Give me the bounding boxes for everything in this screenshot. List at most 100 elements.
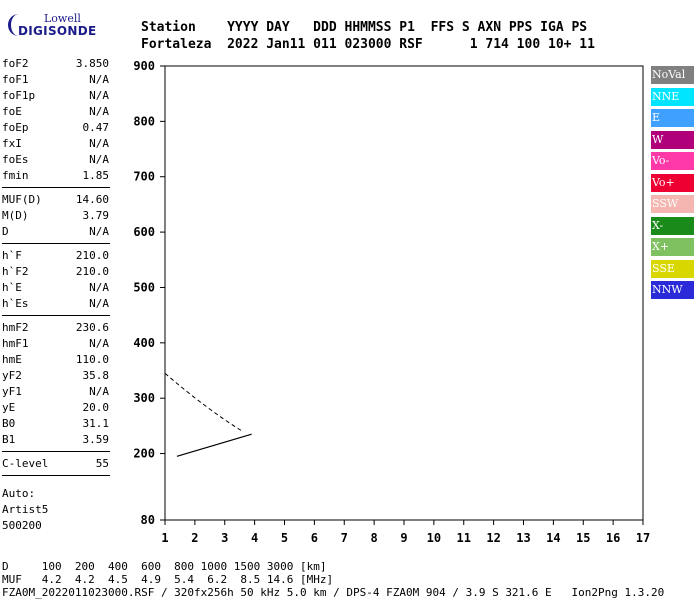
param-separator [2,243,110,244]
param-label: hmF1 [2,337,29,350]
legend-item: SSE [651,259,694,278]
autoscaling-note: 500200 [2,519,42,532]
param-row: hmF2 230.6 [2,320,109,336]
param-label: yE [2,401,16,414]
x-tick-label: 12 [486,531,500,545]
param-label: yF2 [2,369,22,382]
param-row: C-level 55 [2,456,109,472]
y-tick-label: 700 [133,170,155,184]
x-tick-label: 2 [191,531,198,545]
y-tick-label: 300 [133,391,155,405]
param-value: 110.0 [75,353,109,366]
x-tick-label: 3 [221,531,228,545]
param-label: fxI [2,137,22,150]
param-value: 230.6 [75,321,109,334]
param-row: B1 3.59 [2,432,109,448]
virtual-height-trace [176,433,252,457]
param-row: foE N/A [2,104,109,120]
y-tick-label: 800 [133,114,155,128]
param-value: N/A [89,281,109,294]
param-value: 0.47 [82,121,110,134]
param-value: 31.1 [82,417,110,430]
param-row: MUF(D) 14.60 [2,192,109,208]
legend-item: Vo- [651,152,694,170]
x-tick-label: 7 [341,531,348,545]
x-tick-label: 1 [161,531,168,545]
legend-item: NNE [651,87,694,106]
param-row: foEp 0.47 [2,120,109,136]
param-label: foF1p [2,89,36,102]
param-value: N/A [89,105,109,118]
param-row: yF1 N/A [2,384,109,400]
plot-frame [164,65,644,521]
autoscaling-note: Artist5 [2,503,49,516]
param-value: 1.85 [82,169,110,182]
param-row: h`E N/A [2,280,109,296]
param-label: h`F2 [2,265,29,278]
param-label: fmin [2,169,29,182]
param-row: h`Es N/A [2,296,109,312]
param-row: h`F 210.0 [2,248,109,264]
param-row: yE 20.0 [2,400,109,416]
x-tick-label: 13 [516,531,530,545]
param-row: B0 31.1 [2,416,109,432]
param-row: foF1 N/A [2,72,109,88]
param-value: N/A [89,337,109,350]
footer-file-line: FZA0M_2022011023000.RSF / 320fx256h 50 k… [2,586,665,599]
profile-trace-dashed [164,372,243,432]
autoscaling-note: Auto: [2,487,36,500]
param-value: 55 [95,457,109,470]
param-value: N/A [89,153,109,166]
param-separator [2,315,110,316]
legend-item: Vo+ [651,173,694,192]
header-line-1: Station YYYY DAY DDD HHMMSS P1 FFS S AXN… [141,20,588,35]
legend-item: NoVal [651,66,694,84]
legend-item: X- [651,216,694,235]
param-label: h`E [2,281,22,294]
param-label: B0 [2,417,16,430]
param-label: foEs [2,153,29,166]
param-row: foF2 3.850 [2,56,109,72]
y-tick-label: 80 [141,513,155,527]
ionogram-chart: 1 2 3 4 5 6 7 8 9 10 11 12 13 14 15 16 17802003004005006… [133,59,650,545]
param-value: 3.850 [75,57,109,70]
param-value: N/A [89,89,109,102]
y-tick-label: 400 [133,336,155,350]
param-label: MUF(D) [2,193,42,206]
param-value: N/A [89,73,109,86]
param-separator [2,475,110,476]
x-tick-label: 8 [371,531,378,545]
param-value: 3.59 [82,433,110,446]
param-label: hmE [2,353,22,366]
param-row: foF1p N/A [2,88,109,104]
param-row: fmin 1.85 [2,168,109,184]
x-tick-label: 15 [576,531,590,545]
param-label: h`Es [2,297,29,310]
param-row: h`F2 210.0 [2,264,109,280]
param-row: D N/A [2,224,109,240]
x-tick-label: 9 [400,531,407,545]
legend-item: SSW [651,195,694,213]
param-label: foF1 [2,73,29,86]
footer-distance-line: D 100 200 400 600 800 1000 1500 3000 [km… [2,560,327,573]
param-row: foEs N/A [2,152,109,168]
param-value: N/A [89,385,109,398]
param-label: C-level [2,457,49,470]
logo-text-bottom: DIGISONDE [18,24,97,38]
param-row: fxI N/A [2,136,109,152]
lowell-digisonde-logo: Lowell DIGISONDE [6,10,96,40]
x-tick-label: 11 [457,531,471,545]
param-separator [2,451,110,452]
param-value: N/A [89,225,109,238]
param-label: foE [2,105,22,118]
logo-arc-icon [8,14,29,36]
param-value: 20.0 [82,401,110,414]
legend-item: NNW [651,281,694,299]
y-tick-label: 600 [133,225,155,239]
param-label: foEp [2,121,29,134]
param-row: hmE 110.0 [2,352,109,368]
param-label: foF2 [2,57,29,70]
param-value: 35.8 [82,369,110,382]
logo-text-top: Lowell [44,12,81,25]
legend-item: E [651,109,694,127]
